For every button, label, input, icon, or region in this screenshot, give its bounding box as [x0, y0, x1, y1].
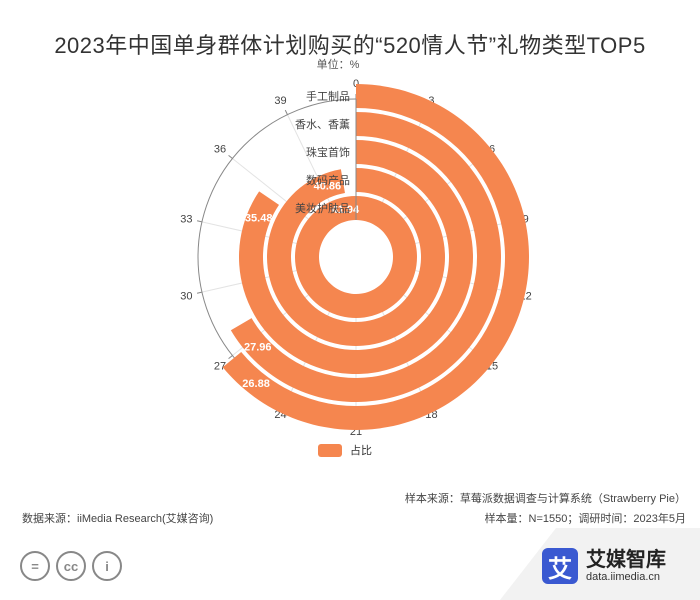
bar-4[interactable] [295, 196, 418, 318]
angle-tick-12 [228, 154, 233, 159]
legend-label: 占比 [350, 445, 372, 457]
angle-tick-label-2: 6 [489, 144, 495, 156]
legend-swatch [318, 443, 342, 457]
angle-tick-label-10: 30 [180, 291, 192, 303]
sample-source: 样本来源：草莓派数据调查与计算系统（Strawberry Pie） [404, 493, 686, 505]
angle-tick-label-12: 36 [214, 144, 226, 156]
category-label-0: 手工制品 [306, 89, 350, 103]
angle-tick-label-11: 33 [180, 213, 192, 225]
data-source: 数据来源：iiMedia Research(艾媒咨询) [22, 513, 214, 525]
value-label-0: 26.88 [242, 378, 270, 390]
brand-url: data.iimedia.cn [586, 571, 660, 583]
value-label-3: 40.86 [314, 181, 342, 193]
value-label-1: 27.96 [244, 342, 272, 354]
angle-tick-label-1: 3 [428, 95, 434, 107]
brand: 艾 艾媒智库 data.iimedia.cn [542, 548, 666, 584]
angle-tick-label-13: 39 [274, 95, 286, 107]
category-label-2: 珠宝首饰 [306, 145, 350, 159]
unit-label: 单位：% [316, 59, 360, 71]
category-label-3: 数码产品 [306, 173, 350, 187]
cc-icon: cc [56, 551, 86, 581]
value-label-2: 35.48 [245, 213, 273, 225]
category-label-4: 美妆护肤品 [295, 201, 350, 215]
sample-info: 样本量：N=1550；调研时间：2023年5月 [484, 513, 686, 525]
brand-name: 艾媒智库 [586, 549, 666, 571]
brand-logo-icon: 艾 [542, 548, 578, 584]
angle-tick-label-9: 27 [214, 360, 226, 372]
category-label-1: 香水、香薰 [295, 117, 350, 131]
person-icon: i [92, 551, 122, 581]
value-label-4: 41.94 [332, 204, 360, 216]
equals-icon: = [20, 551, 50, 581]
angle-tick-11 [196, 220, 203, 223]
license-icons: = cc i [20, 551, 122, 581]
angle-tick-13 [284, 109, 288, 115]
angle-tick-label-3: 9 [523, 213, 529, 225]
angle-tick-10 [196, 291, 203, 294]
chart-title: 2023年中国单身群体计划购买的“520情人节”礼物类型TOP5 [54, 33, 646, 58]
bar-0[interactable] [222, 84, 529, 430]
angle-tick-9 [228, 355, 233, 360]
legend[interactable]: 占比 [318, 442, 372, 458]
